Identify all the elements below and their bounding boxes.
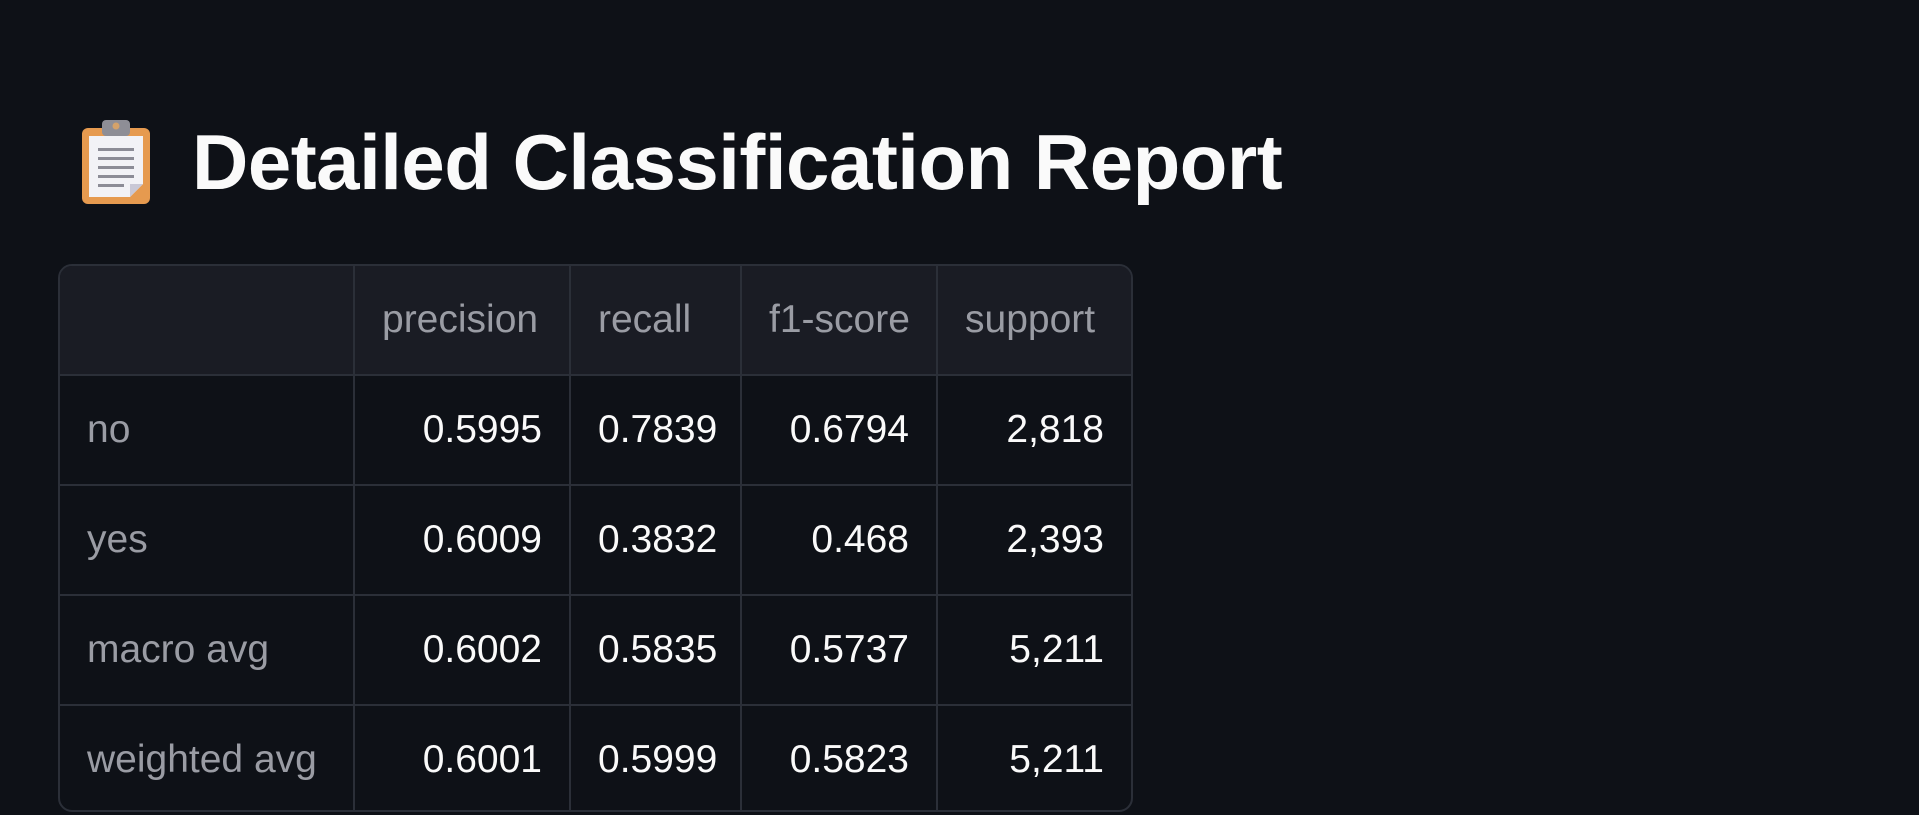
cell-support[interactable]: 2,393 <box>937 485 1131 596</box>
row-label[interactable]: yes <box>60 485 355 596</box>
cell-f1-score[interactable]: 0.5737 <box>741 595 938 706</box>
cell-f1-score[interactable]: 0.468 <box>741 485 938 596</box>
row-label[interactable]: macro avg <box>60 595 355 706</box>
clipboard-icon <box>82 120 150 204</box>
row-label[interactable]: no <box>60 375 355 486</box>
cell-precision[interactable]: 0.6001 <box>354 705 571 810</box>
column-header-recall[interactable]: recall <box>570 266 742 376</box>
cell-precision[interactable]: 0.6002 <box>354 595 571 706</box>
cell-recall[interactable]: 0.5999 <box>570 705 742 810</box>
cell-recall[interactable]: 0.5835 <box>570 595 742 706</box>
cell-support[interactable]: 5,211 <box>1009 738 1104 781</box>
cell-precision[interactable]: 0.6009 <box>354 485 571 596</box>
page-title: Detailed Classification Report <box>192 118 1283 206</box>
cell-f1-score[interactable]: 0.6794 <box>741 375 938 486</box>
column-header-f1-score[interactable]: f1-score <box>741 266 938 376</box>
cell-support[interactable]: 5,211 <box>937 595 1131 706</box>
cell-support[interactable]: 2,818 <box>937 375 1131 486</box>
column-header-index[interactable] <box>60 266 355 376</box>
table-row: macro avg 0.6002 0.5835 0.5737 5,211 <box>60 595 1131 706</box>
cell-f1-score[interactable]: 0.5823 <box>741 705 938 810</box>
table-row: yes 0.6009 0.3832 0.468 2,393 <box>60 485 1131 596</box>
cell-recall[interactable]: 0.3832 <box>570 485 742 596</box>
report-table: precision recall f1-score support no 0.5… <box>60 266 1131 810</box>
classification-report-table: precision recall f1-score support no 0.5… <box>58 264 1133 812</box>
column-header-support[interactable]: support <box>937 266 1131 376</box>
column-header-precision[interactable]: precision <box>354 266 571 376</box>
table-row: no 0.5995 0.7839 0.6794 2,818 <box>60 375 1131 486</box>
cell-precision[interactable]: 0.5995 <box>354 375 571 486</box>
table-header-row: precision recall f1-score support <box>60 266 1131 376</box>
page-header: Detailed Classification Report <box>80 112 1283 212</box>
row-label[interactable]: weighted avg <box>60 705 355 810</box>
cell-recall[interactable]: 0.7839 <box>570 375 742 486</box>
table-row: weighted avg 0.6001 0.5999 0.5823 5,211 <box>60 705 1131 810</box>
